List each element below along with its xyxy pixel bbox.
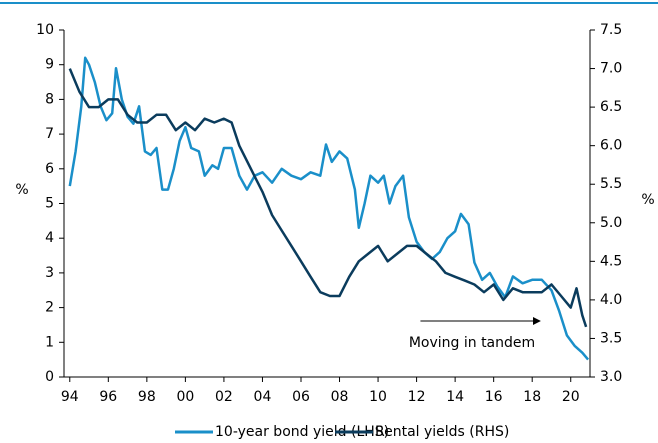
x-tick-label: 12 [408,389,426,405]
y-tick-label: 7 [45,126,54,142]
y-tick-label: 0 [45,369,54,385]
x-tick-label: 06 [292,389,310,405]
x-tick-label: 08 [331,389,349,405]
y-tick-label: 10 [36,22,54,38]
y-tick-label: 2 [45,300,54,316]
y-tick-label: 5 [45,196,54,212]
x-tick-label: 18 [523,389,541,405]
top-rule [0,2,658,4]
x-tick-label: 96 [99,389,117,405]
x-tick-label: 16 [485,389,503,405]
x-tick-label: 10 [369,389,387,405]
y-tick-label: 1 [45,334,54,350]
y-tick-label: 6 [45,161,54,177]
y2-tick-label: 7.5 [600,22,622,38]
y2-tick-label: 3.5 [600,330,622,346]
y2-tick-label: 4.0 [600,292,622,308]
y2-tick-label: 5.0 [600,215,622,231]
legend-label: Rental yields (RHS) [375,424,509,440]
y2-axis-label: % [641,192,654,208]
x-tick-label: 02 [215,389,233,405]
y2-tick-label: 3.0 [600,369,622,385]
legend-label: 10-year bond yield (LHS) [215,424,389,440]
y2-tick-label: 6.0 [600,138,622,154]
x-tick-label: 04 [254,389,272,405]
y-axis-label: % [15,182,28,198]
x-tick-label: 00 [176,389,194,405]
y-tick-label: 8 [45,91,54,107]
y2-tick-label: 7.0 [600,61,622,77]
y2-tick-label: 6.5 [600,99,622,115]
y-tick-label: 3 [45,265,54,281]
x-tick-label: 14 [446,389,464,405]
y2-tick-label: 4.5 [600,253,622,269]
y-tick-label: 9 [45,57,54,73]
series-line [68,68,588,328]
series-line [68,56,590,361]
y2-tick-label: 5.5 [600,176,622,192]
x-tick-label: 98 [138,389,156,405]
annotation: Moving in tandem [409,335,535,351]
x-tick-label: 94 [61,389,79,405]
x-tick-label: 20 [562,389,580,405]
y-tick-label: 4 [45,230,54,246]
